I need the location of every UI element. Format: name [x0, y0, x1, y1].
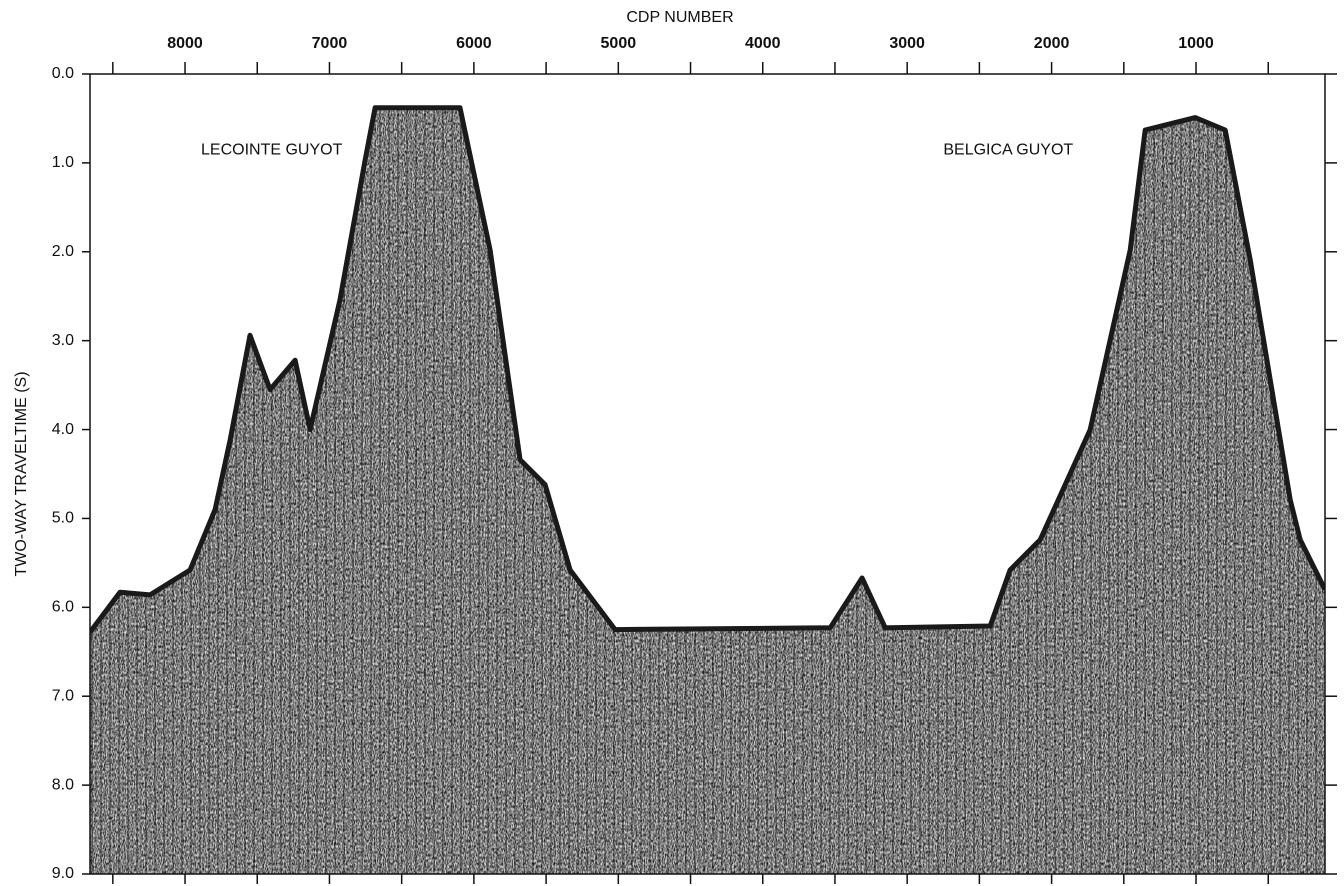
y-tick-label: 4.0 — [52, 421, 74, 438]
annotation: LECOINTE GUYOT — [201, 141, 343, 158]
x-tick-label: 8000 — [167, 35, 203, 52]
y-tick-label: 6.0 — [52, 599, 74, 616]
chart-title: CDP NUMBER — [626, 9, 733, 26]
y-tick-label: 1.0 — [52, 154, 74, 171]
annotation: BELGICA GUYOT — [943, 141, 1073, 158]
y-tick-label: 8.0 — [52, 776, 74, 793]
y-tick-label: 2.0 — [52, 243, 74, 260]
y-tick-label: 7.0 — [52, 687, 74, 704]
seismic-texture — [90, 108, 1325, 874]
y-tick-label: 0.0 — [52, 65, 74, 82]
chart: CDP NUMBER TWO-WAY TRAVELTIME (S) 8000 70… — [0, 0, 1344, 886]
y-tick-label: 9.0 — [52, 865, 74, 882]
y-tick-label: 3.0 — [52, 332, 74, 349]
plot-area — [90, 108, 1325, 874]
y-tick-label: 5.0 — [52, 510, 74, 527]
x-tick-label: 2000 — [1034, 35, 1070, 52]
x-tick-label: 6000 — [456, 35, 492, 52]
x-tick-label: 3000 — [889, 35, 925, 52]
x-tick-label: 1000 — [1178, 35, 1214, 52]
x-tick-label: 7000 — [312, 35, 348, 52]
x-tick-label: 5000 — [601, 35, 637, 52]
x-tick-label: 4000 — [745, 35, 781, 52]
y-axis-label: TWO-WAY TRAVELTIME (S) — [13, 371, 30, 576]
